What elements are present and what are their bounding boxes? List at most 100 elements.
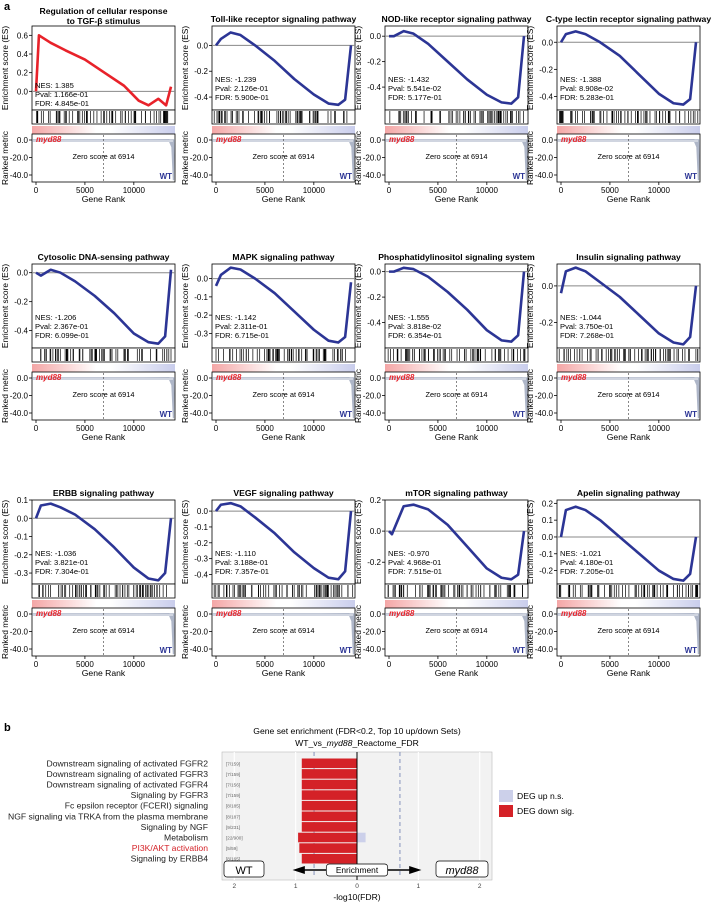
es-curve (389, 29, 526, 105)
y-axis-label: Enrichment score (ES) (180, 26, 190, 110)
group-right-label: WT (685, 410, 698, 419)
y-tick-label: -0.2 (194, 311, 208, 320)
y-tick-label: -0.2 (14, 551, 28, 560)
y-tick-label: -0.4 (367, 319, 381, 328)
rm-tick-label: 0.0 (197, 610, 209, 619)
fdr-text: FDR: 4.845e-01 (35, 99, 89, 108)
gsea-panel: ERBB signaling pathway 0.1 0.0 -0.1 -0.2 -0.3… (0, 488, 176, 678)
x-tick-label: 10000 (476, 186, 499, 195)
x-tick-label: 10000 (123, 660, 146, 669)
x-tick-label: 10000 (303, 186, 326, 195)
legend-swatch-up (499, 790, 513, 802)
rm-tick-label: -40.0 (190, 409, 209, 418)
y-axis-label: Enrichment score (ES) (525, 264, 535, 348)
group-left-label: myd88 (561, 609, 587, 618)
x-tick-label: 0 (387, 424, 392, 433)
nes-text: NES: -1.142 (215, 313, 256, 322)
ranked-axis-label: Ranked metric (180, 131, 190, 185)
zero-score-text: Zero score at 6914 (425, 390, 487, 399)
arrow-right-head (409, 866, 422, 874)
fdr-text: FDR: 7.515e-01 (388, 567, 442, 576)
pval-text: Pval: 4.968e-01 (388, 558, 441, 567)
zero-score-text: Zero score at 6914 (72, 390, 134, 399)
rm-tick-label: -40.0 (190, 171, 209, 180)
group-left-label: myd88 (389, 373, 415, 382)
ranked-metric-frame (556, 133, 701, 183)
y-tick-label: -0.2 (367, 558, 381, 567)
y-tick-label: -0.3 (194, 555, 208, 564)
ranked-metric-frame (211, 607, 356, 657)
group-right-label: WT (340, 410, 353, 419)
nes-text: NES: -1.432 (388, 75, 429, 84)
x-tick-label: 10000 (476, 424, 499, 433)
y-axis-label: Enrichment score (ES) (0, 264, 10, 348)
bar-down (301, 769, 357, 779)
y-axis-label: Enrichment score (ES) (525, 500, 535, 584)
fdr-text: FDR: 7.304e-01 (35, 567, 89, 576)
bar-down (301, 758, 357, 769)
panel-title: Toll-like receptor signaling pathway (211, 14, 357, 24)
rm-tick-label: 0.0 (370, 374, 382, 383)
rm-tick-label: 0.0 (370, 136, 382, 145)
y-tick-label: 0.0 (542, 282, 554, 291)
myd88-box-label: myd88 (445, 865, 479, 877)
y-tick-label: 0.0 (17, 87, 29, 96)
rank-gradient (32, 364, 175, 372)
panel-title: C-type lectin receptor signaling pathway (546, 14, 711, 24)
subtitle-pre: WT_vs_ (295, 738, 327, 748)
x-tick-label: 5000 (429, 186, 447, 195)
myd88-box (435, 860, 489, 878)
bar-down (301, 800, 357, 811)
es-curve (389, 266, 526, 343)
y-tick-label: 0.1 (542, 516, 554, 525)
panel-title: NOD-like receptor signaling pathway (382, 14, 532, 24)
pval-text: Pval: 2.126e-01 (215, 84, 268, 93)
arrow-left-head (292, 866, 305, 874)
y-axis-label: Enrichment score (ES) (0, 500, 10, 584)
group-right-label: WT (513, 410, 526, 419)
nes-text: NES: 1.385 (35, 81, 74, 90)
group-right-label: WT (160, 646, 173, 655)
bar-x-label: -log10(FDR) (333, 892, 380, 902)
zero-score-text: Zero score at 6914 (425, 626, 487, 635)
bar-up (357, 832, 366, 843)
zero-score-text: Zero score at 6914 (72, 626, 134, 635)
es-curve (34, 34, 173, 107)
bar-down (298, 832, 357, 843)
x-tick-label: 0 (214, 660, 219, 669)
panel-title: Regulation of cellular response (40, 6, 168, 16)
y-tick-label: -0.2 (539, 65, 553, 74)
y-tick-label: -0.4 (194, 570, 208, 579)
x-tick-label: 5000 (76, 186, 94, 195)
rm-tick-label: -20.0 (363, 628, 382, 637)
y-tick-label: -0.1 (14, 533, 28, 542)
rm-tick-label: 0.0 (197, 374, 209, 383)
es-curve (214, 501, 353, 581)
y-tick-label: 0.0 (197, 507, 209, 516)
y-tick-label: 0.0 (17, 514, 29, 523)
x-axis-label: Gene Rank (262, 432, 306, 442)
group-left-label: myd88 (36, 609, 62, 618)
rm-tick-label: 0.0 (197, 136, 209, 145)
zero-score-text: Zero score at 6914 (597, 626, 659, 635)
panel-title: Phosphatidylinositol signaling system (378, 252, 535, 262)
ranked-axis-label: Ranked metric (525, 131, 535, 185)
x-axis-label: Gene Rank (607, 432, 651, 442)
enrichment-label: Enrichment (336, 865, 379, 875)
bar-subtitle: WT_vs_myd88_Reactome_FDR (295, 738, 419, 748)
rm-tick-label: -20.0 (10, 628, 29, 637)
panel-title: MAPK signaling pathway (232, 252, 334, 262)
bar-x-tick: 1 (417, 883, 421, 890)
panel-label-a: a (4, 1, 11, 13)
rank-gradient (212, 600, 355, 608)
fdr-text: FDR: 5.283e-01 (560, 93, 614, 102)
category-label: NGF signaling via TRKA from the plasma m… (8, 811, 208, 821)
gsea-panel: mTOR signaling pathway 0.2 0.0 -0.2 NES: -0.… (353, 488, 529, 678)
x-tick-label: 0 (214, 424, 219, 433)
rm-tick-label: -20.0 (10, 154, 29, 163)
x-tick-label: 5000 (429, 660, 447, 669)
y-tick-label: 0.0 (542, 533, 554, 542)
group-left-label: myd88 (389, 609, 415, 618)
